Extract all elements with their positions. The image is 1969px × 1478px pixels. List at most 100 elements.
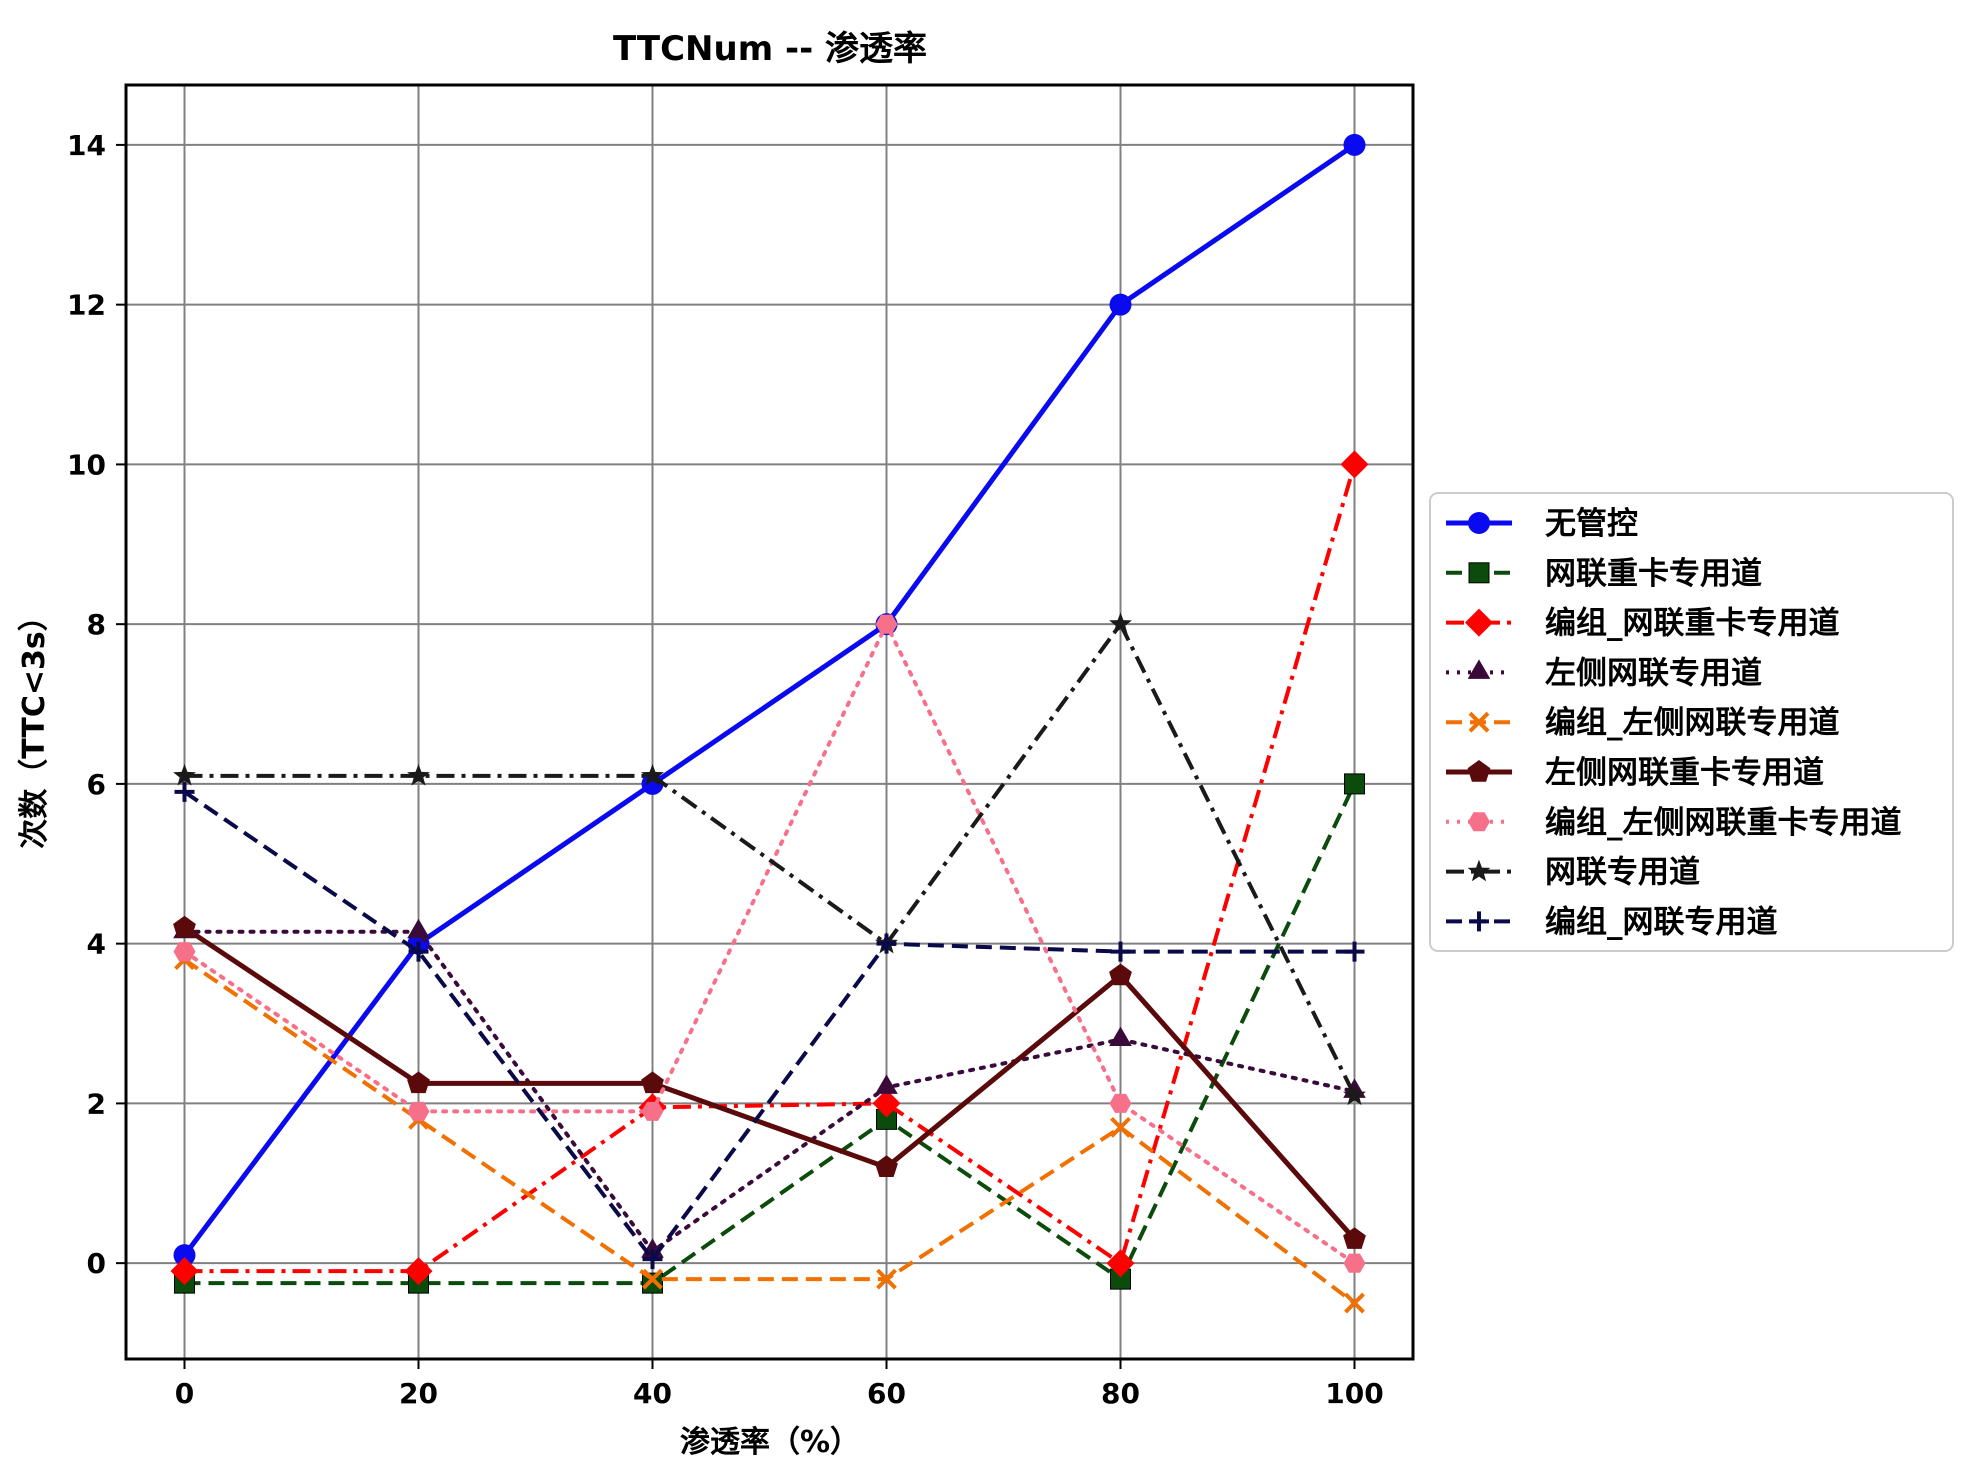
data-point (1344, 773, 1365, 795)
legend-marker (1468, 512, 1490, 534)
series-group (173, 918, 1366, 1258)
data-point (875, 1155, 898, 1177)
series-group (173, 614, 1366, 1273)
data-point (407, 763, 430, 786)
data-point (1109, 1093, 1132, 1113)
series-group (173, 915, 1366, 1249)
legend-item: 编组_网联重卡专用道 (1446, 606, 1840, 642)
data-point (1109, 293, 1132, 316)
data-point (407, 918, 430, 939)
legend-label: 网联重卡专用道 (1545, 556, 1762, 592)
legend-label: 无管控 (1545, 506, 1638, 542)
series-line (182, 622, 1357, 1266)
series-line (183, 957, 1356, 1305)
data-point (641, 763, 664, 786)
data-point (170, 1257, 199, 1286)
data-point (407, 1101, 430, 1121)
plot-frame (124, 83, 1415, 1361)
data-point (875, 614, 898, 634)
series-group (174, 781, 1365, 1270)
data-point (174, 781, 195, 802)
legend-marker (1467, 859, 1491, 882)
series-line (183, 790, 1355, 1262)
y-tick-label: 10 (67, 448, 106, 481)
data-point (173, 915, 196, 938)
legend-label: 左侧网联重卡专用道 (1545, 755, 1824, 791)
series-line (182, 142, 1356, 1257)
y-tick-label: 8 (87, 608, 106, 641)
data-point (1343, 1083, 1366, 1106)
legend-item: 网联重卡专用道 (1446, 556, 1762, 592)
legend-item: 网联专用道 (1446, 855, 1700, 891)
legend: 无管控网联重卡专用道编组_网联重卡专用道左侧网联专用道编组_左侧网联专用道左侧网… (1429, 492, 1954, 952)
legend-label: 编组_左侧网联专用道 (1545, 705, 1840, 741)
data-point (1110, 1116, 1131, 1138)
legend-marker (1467, 659, 1491, 679)
data-point (875, 1074, 898, 1094)
legend-marker (1468, 562, 1490, 584)
legend-box (1429, 492, 1954, 952)
legend-item: 无管控 (1446, 506, 1638, 542)
series-line (184, 783, 1357, 1286)
data-point (642, 1249, 663, 1270)
series-line (184, 463, 1357, 1274)
data-point (872, 1089, 901, 1118)
data-point (1343, 133, 1366, 156)
chart-title: TTCNum -- 渗透率 (613, 29, 927, 69)
x-tick-label: 100 (1325, 1377, 1383, 1410)
legend-marker (1468, 812, 1490, 832)
data-point (1106, 1249, 1135, 1278)
legend-item: 左侧网联重卡专用道 (1446, 755, 1824, 791)
legend-marker (1469, 911, 1489, 932)
legend-label: 编组_网联专用道 (1545, 904, 1778, 940)
y-tick-label: 2 (87, 1087, 106, 1120)
data-point (1344, 1292, 1365, 1314)
y-tick-label: 4 (87, 928, 106, 961)
data-point (641, 1071, 664, 1094)
series-line (182, 929, 1357, 1254)
data-point (876, 1268, 897, 1290)
y-tick-label: 6 (87, 768, 106, 801)
data-point (1109, 612, 1132, 634)
legend-label: 左侧网联专用道 (1545, 655, 1762, 691)
plot-series (170, 133, 1369, 1314)
series-line (183, 925, 1357, 1241)
legend-item: 编组_左侧网联重卡专用道 (1446, 805, 1902, 841)
data-point (876, 933, 897, 954)
data-point (404, 1257, 433, 1286)
data-point (1109, 1026, 1132, 1046)
data-point (173, 942, 196, 962)
x-tick-label: 40 (633, 1377, 672, 1410)
data-point (1343, 1227, 1366, 1249)
series-group (170, 450, 1369, 1286)
y-tick-label: 12 (67, 289, 106, 322)
data-point (173, 763, 196, 786)
y-tick-label: 0 (87, 1247, 106, 1280)
data-point (1340, 450, 1369, 479)
x-tick-label: 20 (399, 1377, 438, 1410)
data-point (1343, 1253, 1366, 1273)
x-tick-label: 80 (1101, 1377, 1140, 1410)
data-point (407, 1071, 430, 1094)
series-group (174, 949, 1365, 1314)
data-point (408, 941, 429, 962)
data-point (642, 1268, 663, 1290)
data-point (1110, 941, 1131, 962)
grid-lines (126, 85, 1413, 1359)
data-point (641, 1101, 664, 1121)
data-point (173, 1244, 196, 1267)
x-tick-label: 0 (175, 1377, 194, 1410)
legend-item: 编组_网联专用道 (1446, 904, 1778, 940)
legend-label: 编组_左侧网联重卡专用道 (1545, 805, 1902, 841)
legend-label: 网联专用道 (1545, 855, 1700, 891)
legend-item: 编组_左侧网联专用道 (1446, 705, 1840, 741)
legend-item: 左侧网联专用道 (1446, 655, 1762, 691)
data-point (1109, 963, 1132, 986)
data-point (1344, 941, 1365, 962)
x-axis-ticks: 0 20 40 60 80 100 (175, 1359, 1384, 1410)
legend-marker (1465, 608, 1493, 637)
data-point (642, 1272, 663, 1294)
x-tick-label: 60 (867, 1377, 906, 1410)
legend-marker (1467, 760, 1491, 782)
